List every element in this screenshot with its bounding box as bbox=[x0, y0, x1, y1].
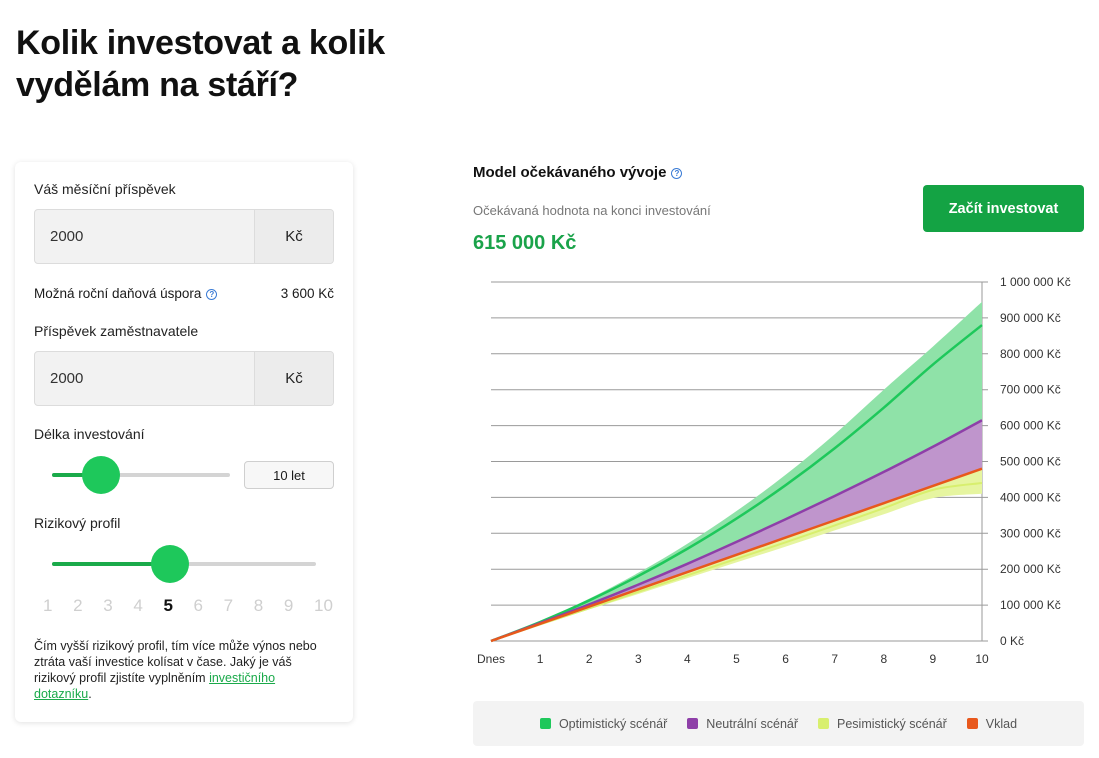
tax-saving-label-text: Možná roční daňová úspora bbox=[34, 286, 202, 301]
swatch-neutral bbox=[687, 718, 699, 729]
page-title: Kolik investovat a kolik vydělám na stář… bbox=[16, 24, 385, 104]
pessimistic-line bbox=[490, 482, 983, 642]
expected-value: 615 000 Kč bbox=[473, 232, 577, 254]
y-tick-label: 1 000 000 Kč bbox=[1000, 275, 1071, 289]
monthly-contribution-label: Váš měsíční příspěvek bbox=[34, 181, 176, 197]
y-tick-label: 0 Kč bbox=[1000, 634, 1024, 648]
risk-level-4[interactable]: 4 bbox=[133, 596, 143, 615]
risk-level-1[interactable]: 1 bbox=[43, 596, 53, 615]
y-tick-label: 100 000 Kč bbox=[1000, 598, 1061, 612]
risk-level-2[interactable]: 2 bbox=[73, 596, 83, 615]
risk-slider-fill bbox=[52, 562, 170, 566]
risk-slider[interactable] bbox=[52, 545, 316, 583]
x-tick-label: 9 bbox=[930, 652, 937, 666]
currency-unit: Kč bbox=[254, 210, 333, 263]
y-tick-label: 700 000 Kč bbox=[1000, 383, 1061, 397]
currency-unit: Kč bbox=[254, 352, 333, 405]
legend-item-neutral: Neutrální scénář bbox=[687, 717, 798, 731]
legend-label: Vklad bbox=[985, 716, 1018, 731]
risk-scale: 1 2 3 4 5 6 7 8 9 10 bbox=[43, 596, 333, 616]
employer-contribution-label: Příspěvek zaměstnavatele bbox=[34, 323, 199, 339]
questionnaire-link[interactable]: investičního dotazníku bbox=[34, 671, 276, 701]
duration-label: Délka investování bbox=[34, 426, 145, 442]
x-tick-label: Dnes bbox=[477, 652, 505, 666]
y-tick-label: 400 000 Kč bbox=[1000, 490, 1061, 504]
legend-label: Pesimistický scénář bbox=[837, 716, 947, 731]
risk-level-8[interactable]: 8 bbox=[253, 596, 264, 615]
risk-level-9[interactable]: 9 bbox=[283, 596, 294, 615]
risk-level-3[interactable]: 3 bbox=[103, 596, 113, 615]
risk-profile-label: Rizikový profil bbox=[34, 515, 121, 531]
tax-saving-value: 3 600 Kč bbox=[280, 286, 334, 301]
y-tick-label: 500 000 Kč bbox=[1000, 455, 1061, 469]
swatch-pessimistic bbox=[818, 718, 830, 729]
x-tick-label: 2 bbox=[586, 652, 593, 666]
projection-chart: 0 Kč 100 000 Kč 200 000 Kč 300 000 Kč 400 00… bbox=[477, 275, 1071, 666]
legend-label: Neutrální scénář bbox=[706, 716, 799, 731]
risk-level-10[interactable]: 10 bbox=[313, 596, 333, 615]
help-icon[interactable]: ? bbox=[206, 289, 218, 300]
x-tick-label: 8 bbox=[880, 652, 887, 666]
y-tick-label: 900 000 Kč bbox=[1000, 311, 1061, 325]
calculator-card: Váš měsíční příspěvek 2000 Kč Možná ročn… bbox=[15, 162, 353, 722]
x-tick-label: 1 bbox=[537, 652, 544, 666]
duration-slider[interactable] bbox=[52, 456, 230, 494]
chart-legend: Optimistický scénář Neutrální scénář Pes… bbox=[473, 701, 1084, 746]
risk-slider-thumb[interactable] bbox=[151, 545, 189, 583]
risk-level-7[interactable]: 7 bbox=[223, 596, 234, 615]
duration-slider-thumb[interactable] bbox=[82, 456, 120, 494]
monthly-contribution-input[interactable]: 2000 bbox=[50, 228, 84, 245]
y-tick-label: 300 000 Kč bbox=[1000, 526, 1061, 540]
help-icon[interactable]: ? bbox=[671, 168, 683, 179]
x-tick-label: 6 bbox=[782, 652, 789, 666]
tax-saving-row: Možná roční daňová úspora? 3 600 Kč bbox=[34, 286, 334, 301]
risk-note-text: Čím vyšší rizikový profil, tím více může… bbox=[34, 639, 317, 685]
x-tick-label: 7 bbox=[831, 652, 838, 666]
x-tick-label: 3 bbox=[635, 652, 642, 666]
model-title-text: Model očekávaného vývoje bbox=[473, 164, 667, 181]
y-tick-label: 200 000 Kč bbox=[1000, 562, 1061, 576]
legend-item-pessimistic: Pesimistický scénář bbox=[818, 717, 947, 731]
legend-item-optimistic: Optimistický scénář bbox=[539, 716, 668, 731]
x-tick-label: 10 bbox=[975, 652, 989, 666]
duration-value-box[interactable]: 10 let bbox=[244, 461, 334, 489]
employer-contribution-group: 2000 Kč bbox=[34, 351, 334, 406]
neutral-line bbox=[490, 419, 983, 643]
swatch-deposit bbox=[966, 718, 978, 729]
monthly-contribution-group: 2000 Kč bbox=[34, 209, 334, 264]
deposit-line bbox=[490, 467, 983, 643]
y-tick-label: 600 000 Kč bbox=[1000, 419, 1061, 433]
duration-slider-fill bbox=[52, 473, 102, 477]
x-tick-label: 5 bbox=[733, 652, 740, 666]
y-tick-label: 800 000 Kč bbox=[1000, 347, 1061, 361]
legend-label: Optimistický scénář bbox=[558, 716, 668, 731]
optimistic-line bbox=[490, 324, 983, 643]
legend-item-deposit: Vklad bbox=[966, 716, 1018, 731]
start-investing-button[interactable]: Začít investovat bbox=[923, 185, 1084, 232]
risk-level-5[interactable]: 5 bbox=[163, 596, 173, 615]
risk-note-end: . bbox=[88, 687, 92, 701]
tax-saving-label: Možná roční daňová úspora? bbox=[34, 286, 218, 301]
risk-level-6[interactable]: 6 bbox=[193, 596, 204, 615]
employer-contribution-input[interactable]: 2000 bbox=[50, 370, 84, 387]
swatch-optimistic bbox=[539, 718, 551, 729]
model-subtitle: Očekávaná hodnota na konci investování bbox=[473, 203, 711, 218]
risk-profile-note: Čím vyšší rizikový profil, tím více může… bbox=[34, 638, 334, 702]
model-title: Model očekávaného vývoje? bbox=[473, 164, 683, 181]
x-tick-label: 4 bbox=[684, 652, 691, 666]
